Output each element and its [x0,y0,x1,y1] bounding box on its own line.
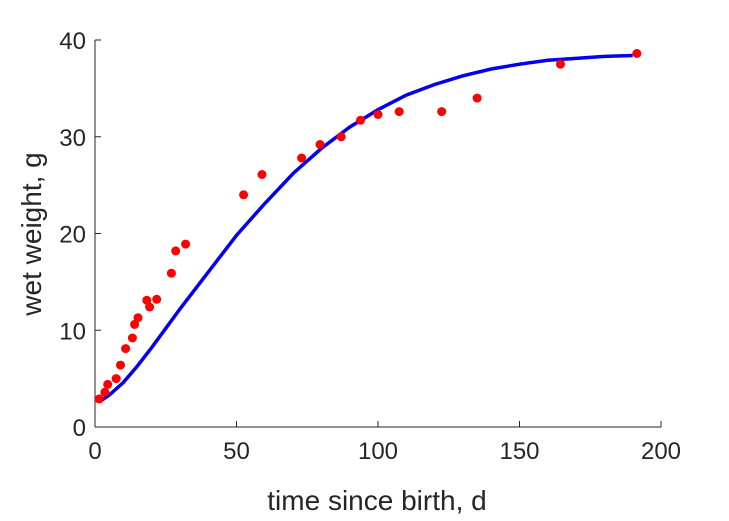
data-point [336,132,346,142]
data-point [152,294,162,304]
fit-curve-layer [99,53,633,403]
data-point [239,190,249,200]
y-tick-label: 0 [73,415,86,442]
data-point [103,379,113,389]
fit-curve [99,53,633,403]
data-point [94,394,104,404]
data-point [472,93,482,103]
data-point [130,319,140,329]
x-tick-label: 200 [641,438,681,465]
data-points-layer [94,49,642,404]
data-point [632,49,642,58]
data-point [145,302,155,312]
data-point [373,110,383,119]
data-point [133,313,143,323]
data-point [257,170,267,179]
data-point [437,107,447,117]
axis-ticks: 0 50 100 150 200 0 10 20 30 40 [59,28,681,465]
data-point [394,107,404,117]
data-point [356,115,365,125]
data-point [181,239,191,249]
data-point [166,268,176,278]
y-tick-label: 40 [59,28,86,55]
x-axis-title: time since birth, d [267,485,486,516]
x-tick-label: 50 [223,438,250,465]
data-point [100,387,110,397]
data-point [315,140,325,149]
data-point [121,344,131,354]
axes [94,40,661,428]
data-point [111,374,121,384]
y-tick-label: 10 [59,318,86,345]
data-point [127,333,137,343]
x-tick-label: 0 [88,438,101,465]
data-point [297,153,307,163]
data-point [171,246,181,256]
y-tick-label: 20 [59,222,86,249]
data-point [116,360,125,370]
y-axis-title: wet weight, g [16,152,47,316]
data-point [556,59,565,69]
x-tick-label: 100 [358,438,398,465]
y-tick-label: 30 [59,125,86,152]
x-tick-label: 150 [499,438,539,465]
